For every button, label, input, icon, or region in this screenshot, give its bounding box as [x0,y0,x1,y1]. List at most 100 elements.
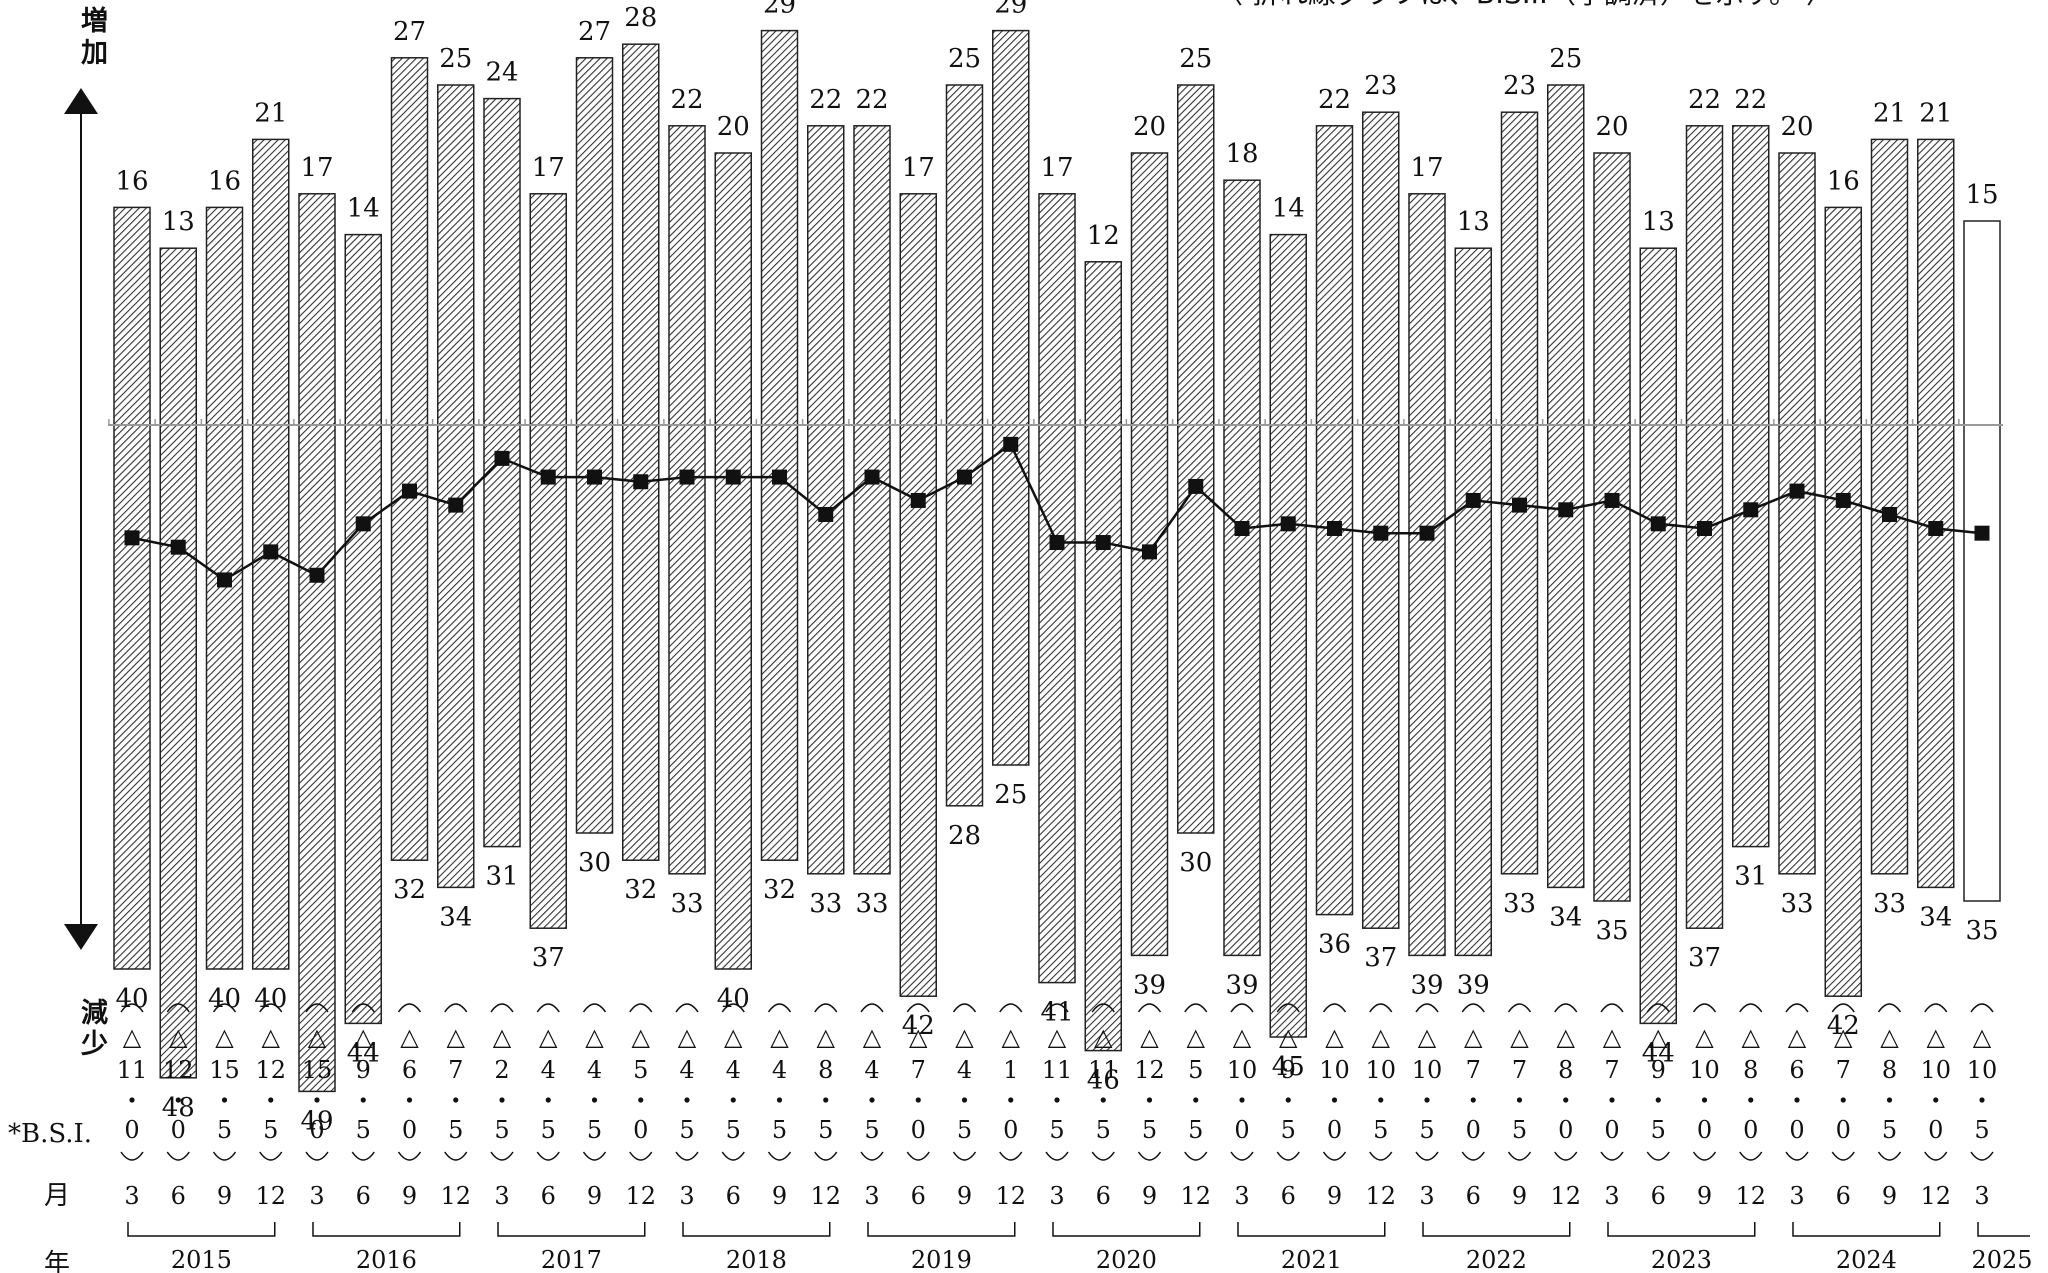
increase-bar [205,206,244,426]
bsi-value-cell: △ 4 5 [860,1003,884,1161]
bsi-integer: 4 [864,1056,879,1084]
close-paren-icon [120,1151,144,1161]
bsi-integer: 11 [117,1056,148,1084]
bsi-marker [1882,506,1897,522]
bsi-integer: 6 [402,1056,417,1084]
bsi-integer: 9 [1281,1056,1296,1084]
month-label: 9 [217,1182,232,1210]
year-label: 2021 [1281,1246,1342,1273]
bsi-fraction: 0 [1604,1116,1619,1144]
increase-value-label: 17 [1410,153,1443,183]
decimal-point [545,1097,551,1103]
minus-triangle: △ [909,1023,928,1051]
decrease-bar [1824,424,1862,997]
month-label: 9 [402,1182,417,1210]
bsi-integer: 6 [1789,1056,1804,1084]
increase-value-label: 21 [1919,98,1952,128]
decimal-point [314,1097,320,1103]
month-label: 6 [1096,1182,1111,1210]
close-paren-icon [1137,1151,1162,1161]
year-bracket [682,1222,831,1237]
minus-triangle: △ [770,1023,789,1051]
close-paren-icon [1600,1151,1624,1161]
month-label: 12 [1365,1182,1396,1210]
minus-triangle: △ [724,1023,743,1051]
bsi-marker [1604,492,1620,508]
increase-bar [1038,193,1076,426]
minus-triangle: △ [678,1023,697,1051]
minus-triangle: △ [1140,1023,1159,1051]
increase-value-label: 20 [1780,112,1813,142]
open-paren-icon [1230,1003,1254,1013]
decimal-point [1563,1097,1569,1103]
bsi-value-cell: △ 7 5 [444,1003,468,1161]
year-label: 2019 [911,1246,972,1273]
decrease-bar [205,424,244,970]
increase-value-label: 17 [902,153,935,183]
minus-triangle: △ [1927,1023,1946,1051]
bsi-fraction: 5 [1281,1116,1296,1144]
month-label: 12 [255,1182,286,1210]
bsi-value-cell: △ 10 0 [1920,1003,1951,1161]
increase-bar [529,193,567,426]
bsi-value-cell: △ 10 5 [1365,1003,1396,1161]
decimal-point [453,1097,459,1103]
decimal-point [823,1097,829,1103]
decrease-bar [899,424,937,997]
increase-bar [159,247,197,426]
minus-triangle: △ [1325,1023,1344,1051]
decimal-point [1748,1097,1754,1103]
month-label: 6 [1466,1182,1481,1210]
minus-triangle: △ [539,1023,558,1051]
close-paren-icon [860,1151,884,1161]
decimal-point [1331,1097,1338,1103]
month-labels: 3 6 9 12 3 6 9 12 3 6 9 12 3 6 9 12 3 6 9 12 3 6 9 12 3 6 9 12 3 6 9 12… [124,1182,1989,1210]
decrease-value-label: 39 [1133,970,1166,1000]
bsi-integer: 4 [541,1056,556,1084]
decrease-label-1: 減 [81,998,108,1029]
decimal-point [1979,1097,1985,1103]
increase-value-label: 17 [532,153,565,183]
decrease-bar [853,424,891,875]
decimal-point [961,1097,968,1103]
bsi-marker [448,497,464,513]
bsi-marker [679,469,695,485]
close-paren-icon [1369,1151,1393,1161]
month-label: 12 [995,1182,1026,1210]
decimal-point [1840,1097,1846,1103]
bsi-row-label: *B.S.I. [8,1119,92,1149]
decrease-bar [622,424,660,861]
bsi-integer: 4 [587,1056,602,1084]
bsi-integer: 8 [1743,1056,1758,1084]
bsi-value-cell: △ 8 5 [814,1003,838,1161]
bsi-fraction: 0 [1836,1116,1851,1144]
minus-triangle: △ [1742,1023,1761,1051]
month-label: 6 [171,1182,186,1210]
bsi-marker [1974,525,1990,541]
decrease-value-label: 31 [1734,862,1767,892]
down-arrow-icon [64,924,98,950]
decrease-bar [760,424,799,861]
close-paren-icon [1415,1151,1439,1161]
increase-value-label: 28 [624,3,657,33]
minus-triangle: △ [308,1023,327,1051]
decrease-label-2: 少 [81,1029,108,1060]
increase-value-label: 15 [1965,180,1998,210]
decrease-bar [1038,424,1076,984]
month-label: 9 [772,1182,787,1210]
month-label: 6 [726,1182,741,1210]
increase-label-2: 加 [81,38,108,69]
bsi-marker [1327,521,1342,536]
bsi-fraction: 5 [356,1116,371,1144]
increase-bar [807,125,845,426]
bsi-fraction: 5 [448,1116,463,1144]
month-label: 3 [1419,1182,1434,1210]
bsi-value-cell: △ 1 0 [999,1003,1023,1161]
minus-triangle: △ [1788,1023,1807,1051]
bsi-integer: 15 [302,1056,333,1084]
decrease-bar [1362,424,1400,929]
bsi-integer: 4 [679,1056,694,1084]
bsi-fraction: 0 [1697,1116,1712,1144]
bsi-value-cell: △ 4 5 [675,1003,699,1161]
